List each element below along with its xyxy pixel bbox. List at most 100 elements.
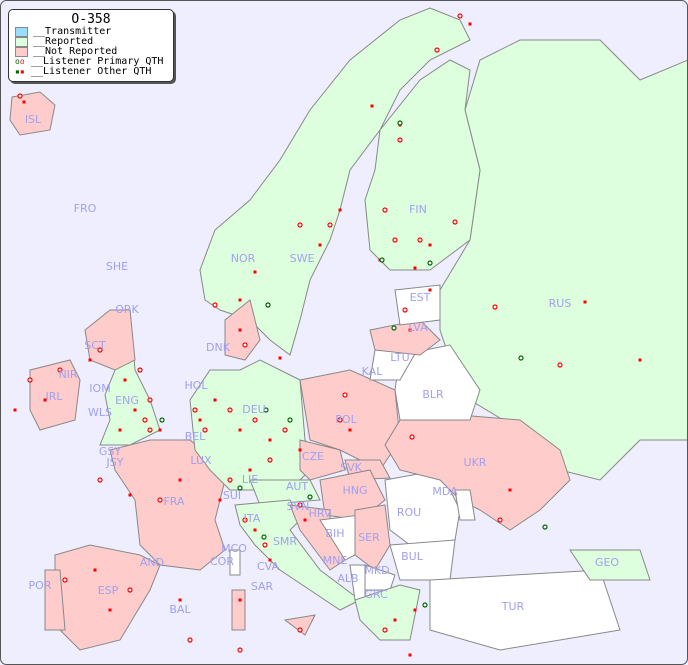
- listener-primary-qth-marker: [402, 307, 408, 313]
- listener-primary-qth-marker: [297, 222, 303, 228]
- country-label-sct: SCT: [84, 339, 106, 352]
- listener-other-qth-marker: [118, 428, 122, 432]
- listener-primary-qth-marker: [57, 367, 63, 373]
- listener-primary-qth-marker: [17, 93, 23, 99]
- listener-other-qth-marker: [238, 328, 242, 332]
- listener-other-qth-marker: [88, 358, 92, 362]
- listener-other-qth-marker: [348, 428, 352, 432]
- listener-other-qth-marker: [128, 493, 132, 497]
- listener-primary-qth-marker-green: [265, 302, 271, 308]
- country-label-mne: MNE: [323, 554, 348, 567]
- listener-primary-qth-marker: [457, 13, 463, 19]
- country-label-lva: LVA: [408, 321, 428, 334]
- listener-primary-qth-marker: [147, 427, 153, 433]
- listener-other-qth-marker: [218, 498, 222, 502]
- listener-primary-qth-marker: [137, 367, 143, 373]
- listener-primary-qth-marker: [237, 647, 243, 653]
- country-irl: [29, 359, 81, 431]
- listener-primary-qth-marker: [97, 477, 103, 483]
- listener-other-qth-marker: [93, 568, 97, 572]
- listener-primary-qth-marker: [212, 302, 218, 308]
- country-cor: [229, 549, 241, 576]
- listener-other-qth-marker: [253, 528, 257, 532]
- country-ser: [354, 504, 391, 571]
- country-label-mkd: MKD: [364, 564, 389, 577]
- transmitter-swatch: [15, 27, 28, 37]
- legend-other-qth: ▪▪ __Listener Other QTH: [15, 67, 173, 77]
- country-label-bal: BAL: [169, 603, 191, 616]
- listener-other-qth-marker: [108, 608, 112, 612]
- country-est: [394, 284, 441, 326]
- listener-primary-qth-marker: [262, 542, 268, 548]
- listener-other-qth-marker: [248, 468, 252, 472]
- listener-other-qth-marker: [268, 558, 272, 562]
- listener-primary-qth-marker-green: [422, 602, 428, 608]
- country-tur: [429, 569, 621, 651]
- country-label-alb: ALB: [337, 572, 358, 585]
- listener-other-qth-marker: [133, 408, 137, 412]
- country-label-svn: SVN: [287, 500, 310, 513]
- listener-primary-qth-marker: [142, 417, 148, 423]
- country-sar: [231, 589, 246, 631]
- listener-primary-qth-marker: [452, 219, 458, 225]
- country-label-mda: MDA: [432, 485, 458, 498]
- listener-other-qth-marker: [370, 104, 374, 108]
- listener-primary-qth-marker: [127, 587, 133, 593]
- listener-other-qth-marker: [408, 328, 412, 332]
- listener-primary-qth-marker: [397, 137, 403, 143]
- country-por: [44, 569, 66, 631]
- country-fin: [364, 59, 481, 271]
- legend-label: __Reported: [33, 36, 94, 47]
- country-label-eng: ENG: [115, 394, 139, 407]
- listener-primary-qth-marker: [297, 627, 303, 633]
- country-label-ukr: UKR: [464, 456, 487, 469]
- country-label-jsy: JSY: [106, 456, 124, 469]
- country-blr: [394, 344, 481, 421]
- country-label-cze: CZE: [302, 450, 324, 463]
- country-label-ser: SER: [358, 531, 380, 544]
- country-label-sar: SAR: [251, 580, 274, 593]
- country-ukr: [384, 414, 571, 531]
- country-label-hol: HOL: [184, 379, 208, 392]
- country-label-cva: CVA: [257, 560, 280, 573]
- country-label-wls: WLS: [88, 406, 112, 419]
- country-label-ork: ORK: [115, 303, 139, 316]
- legend-reported: __Reported: [15, 37, 173, 47]
- listener-other-qth-marker: [238, 428, 242, 432]
- country-label-isl: ISL: [25, 113, 42, 126]
- listener-primary-qth-marker: [242, 517, 248, 523]
- listener-other-qth-marker: [638, 358, 642, 362]
- listener-primary-qth-marker: [434, 47, 440, 53]
- country-sic: [283, 614, 316, 636]
- listener-other-qth-marker: [428, 288, 432, 292]
- listener-primary-qth-marker: [227, 407, 233, 413]
- listener-other-qth-marker: [408, 653, 412, 657]
- country-aut: [249, 479, 321, 506]
- reported-swatch: [15, 37, 28, 47]
- listener-primary-qth-marker-green: [542, 524, 548, 530]
- country-label-lie: LIE: [242, 473, 258, 486]
- country-rus: [439, 39, 688, 481]
- listener-other-qth-marker: [318, 243, 322, 247]
- listener-primary-qth-marker: [97, 347, 103, 353]
- country-label-hrv: HRV: [309, 507, 332, 520]
- country-grc: [354, 584, 421, 641]
- listener-primary-qth-marker: [282, 427, 288, 433]
- legend: O-358 __Transmitter __Reported __Not Rep…: [8, 9, 174, 82]
- country-label-kal: KAL: [362, 365, 384, 378]
- listener-primary-qth-marker: [557, 362, 563, 368]
- country-label-smr: SMR: [273, 535, 297, 548]
- listener-primary-qth-marker-green: [427, 260, 433, 266]
- listener-other-qth-marker: [213, 398, 217, 402]
- country-label-deu: DEU: [242, 403, 265, 416]
- listener-primary-qth-marker: [62, 577, 68, 583]
- listener-other-qth-marker: [253, 270, 257, 274]
- country-label-est: EST: [410, 291, 431, 304]
- listener-primary-qth-marker: [342, 392, 348, 398]
- listener-other-qth-marker: [508, 488, 512, 492]
- country-label-rus: RUS: [549, 297, 572, 310]
- country-label-and: AND: [140, 556, 164, 569]
- country-label-dnk: DNK: [206, 341, 231, 354]
- listener-primary-qth-marker-green: [237, 485, 243, 491]
- listener-primary-qth-marker: [392, 237, 398, 243]
